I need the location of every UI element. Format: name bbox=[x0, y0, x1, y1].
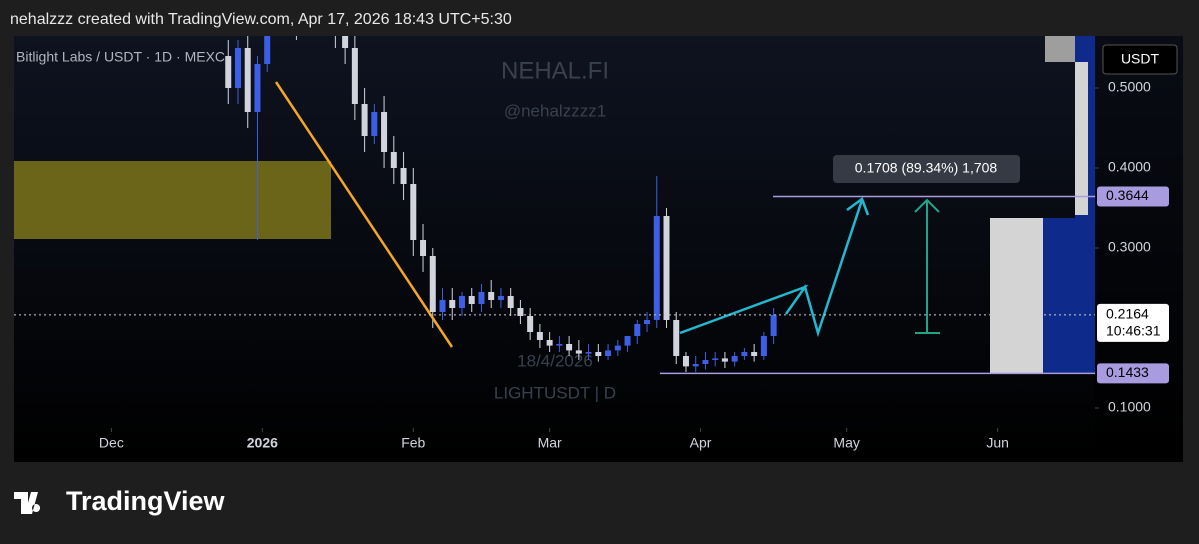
candle-body bbox=[381, 112, 388, 152]
trend-line bbox=[274, 81, 454, 348]
candle-body bbox=[342, 36, 349, 48]
watermark: @nehalzzzz1 bbox=[504, 101, 606, 120]
candle-body bbox=[605, 350, 612, 356]
measure-box bbox=[833, 155, 1020, 183]
candle-body bbox=[536, 332, 543, 340]
candle-body bbox=[546, 340, 553, 346]
candle-body bbox=[770, 314, 777, 336]
candle-body bbox=[751, 352, 758, 356]
candle-body bbox=[429, 256, 436, 312]
chart-panel bbox=[14, 36, 1183, 462]
x-tick-label: Dec bbox=[99, 435, 124, 451]
price-label-box bbox=[1097, 303, 1169, 342]
x-tick-label: 2026 bbox=[247, 435, 278, 451]
candle-body bbox=[760, 336, 767, 356]
price-label-box bbox=[1097, 186, 1169, 207]
candle-body bbox=[653, 216, 660, 320]
candle-body bbox=[692, 364, 699, 367]
countdown: 10:46:31 bbox=[1106, 323, 1161, 339]
drawings: 0.1708 (89.34%) 1,708 bbox=[274, 81, 1020, 348]
projection-arrow bbox=[679, 199, 864, 338]
candle-body bbox=[468, 296, 475, 304]
candle-body bbox=[264, 36, 271, 64]
candle-body bbox=[673, 320, 680, 356]
candle-body bbox=[225, 56, 232, 88]
price-label: 0.2164 bbox=[1106, 306, 1149, 322]
price-label: 0.3644 bbox=[1106, 187, 1149, 203]
candle-body bbox=[741, 352, 748, 356]
candle-body bbox=[634, 324, 641, 336]
candle-body bbox=[244, 48, 251, 112]
arrow-head bbox=[846, 197, 870, 216]
candle-body bbox=[458, 296, 465, 308]
candle-body bbox=[517, 308, 524, 316]
candle-body bbox=[410, 184, 417, 240]
candle-body bbox=[663, 216, 670, 320]
x-tick-label: Feb bbox=[401, 435, 425, 451]
candle-body bbox=[400, 168, 407, 184]
candle-body bbox=[449, 300, 456, 308]
y-tick-label: 0.5000 bbox=[1108, 79, 1151, 95]
logo-text: TradingView bbox=[66, 486, 226, 516]
position-box bbox=[1075, 62, 1088, 215]
candle-body bbox=[682, 356, 689, 367]
candle-body bbox=[575, 350, 582, 354]
candle-body bbox=[556, 344, 563, 346]
candle-body bbox=[351, 48, 358, 104]
candle-body bbox=[644, 320, 651, 324]
zone bbox=[14, 161, 331, 239]
header-title: nehalzzz created with TradingView.com, A… bbox=[10, 11, 512, 28]
candle-body bbox=[439, 300, 446, 312]
candle-body bbox=[712, 358, 719, 360]
measure-head bbox=[914, 198, 940, 213]
candle-body bbox=[721, 358, 728, 362]
y-tick-label: 0.4000 bbox=[1108, 159, 1151, 175]
candle-body bbox=[566, 344, 573, 351]
logo-mark bbox=[14, 492, 41, 514]
candle-body bbox=[390, 152, 397, 168]
x-tick-label: Apr bbox=[690, 435, 712, 451]
position-box bbox=[1043, 218, 1095, 373]
candle-body bbox=[488, 292, 495, 300]
candle-body bbox=[234, 48, 241, 88]
candle-body bbox=[624, 336, 631, 346]
price-label: 0.1433 bbox=[1106, 364, 1149, 380]
candle-body bbox=[361, 104, 368, 136]
currency-box bbox=[1102, 44, 1178, 75]
candle-body bbox=[614, 345, 621, 351]
logo: TradingView bbox=[14, 486, 226, 516]
candle-body bbox=[254, 64, 261, 112]
symbol-title: Bitlight Labs / USDT · 1D · MEXC bbox=[16, 49, 225, 65]
price-axis bbox=[1095, 36, 1183, 462]
candle-body bbox=[497, 296, 504, 300]
watermark: LIGHTUSDT | D bbox=[494, 383, 616, 402]
candle-body bbox=[527, 316, 534, 332]
x-tick-label: Mar bbox=[538, 435, 562, 451]
candle-body bbox=[731, 356, 738, 362]
x-tick-label: Jun bbox=[986, 435, 1009, 451]
candle-body bbox=[420, 240, 427, 256]
candle-body bbox=[507, 296, 514, 308]
candle-body bbox=[702, 360, 709, 364]
watermark: 18/4/2026 bbox=[517, 351, 593, 370]
watermark: NEHAL.FI bbox=[501, 57, 609, 84]
position-box bbox=[990, 218, 1043, 373]
candle-body bbox=[585, 352, 592, 354]
candle-body bbox=[595, 352, 602, 356]
position-box bbox=[1045, 36, 1075, 62]
price-label-box bbox=[1097, 363, 1169, 384]
candle-body bbox=[478, 292, 485, 304]
y-tick-label: 0.3000 bbox=[1108, 239, 1151, 255]
y-tick-label: 0.1000 bbox=[1108, 399, 1151, 415]
currency: USDT bbox=[1121, 51, 1160, 67]
x-tick-label: May bbox=[833, 435, 859, 451]
candle-body bbox=[371, 112, 378, 136]
measure-label: 0.1708 (89.34%) 1,708 bbox=[855, 160, 998, 176]
plot-area: NEHAL.FI @nehalzzzz1 18/4/2026 LIGHTUSDT… bbox=[14, 36, 1095, 402]
